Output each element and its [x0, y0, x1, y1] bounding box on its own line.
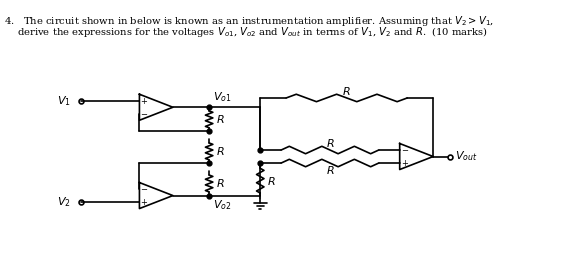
Text: −: − — [140, 185, 147, 195]
Text: $R$: $R$ — [326, 164, 334, 176]
Text: $R$: $R$ — [216, 178, 224, 190]
Text: +: + — [140, 198, 147, 207]
Text: $R$: $R$ — [216, 113, 224, 125]
Text: $R$: $R$ — [326, 136, 334, 149]
Text: $R$: $R$ — [216, 145, 224, 157]
Text: 4.   The circuit shown in below is known as an instrumentation amplifier. Assumi: 4. The circuit shown in below is known a… — [4, 14, 494, 28]
Text: $V_1$: $V_1$ — [57, 94, 71, 108]
Text: $V_{out}$: $V_{out}$ — [455, 150, 477, 163]
Text: $V_{o1}$: $V_{o1}$ — [213, 90, 232, 104]
Text: $R$: $R$ — [267, 175, 276, 187]
Text: +: + — [140, 97, 147, 106]
Text: +: + — [401, 159, 408, 169]
Text: $R$: $R$ — [342, 84, 351, 96]
Text: derive the expressions for the voltages $V_{o1}$, $V_{o2}$ and $V_{out}$ in term: derive the expressions for the voltages … — [17, 25, 488, 39]
Text: −: − — [401, 146, 408, 155]
Text: −: − — [140, 110, 147, 119]
Text: $V_{o2}$: $V_{o2}$ — [213, 198, 232, 212]
Text: $V_2$: $V_2$ — [57, 195, 71, 209]
